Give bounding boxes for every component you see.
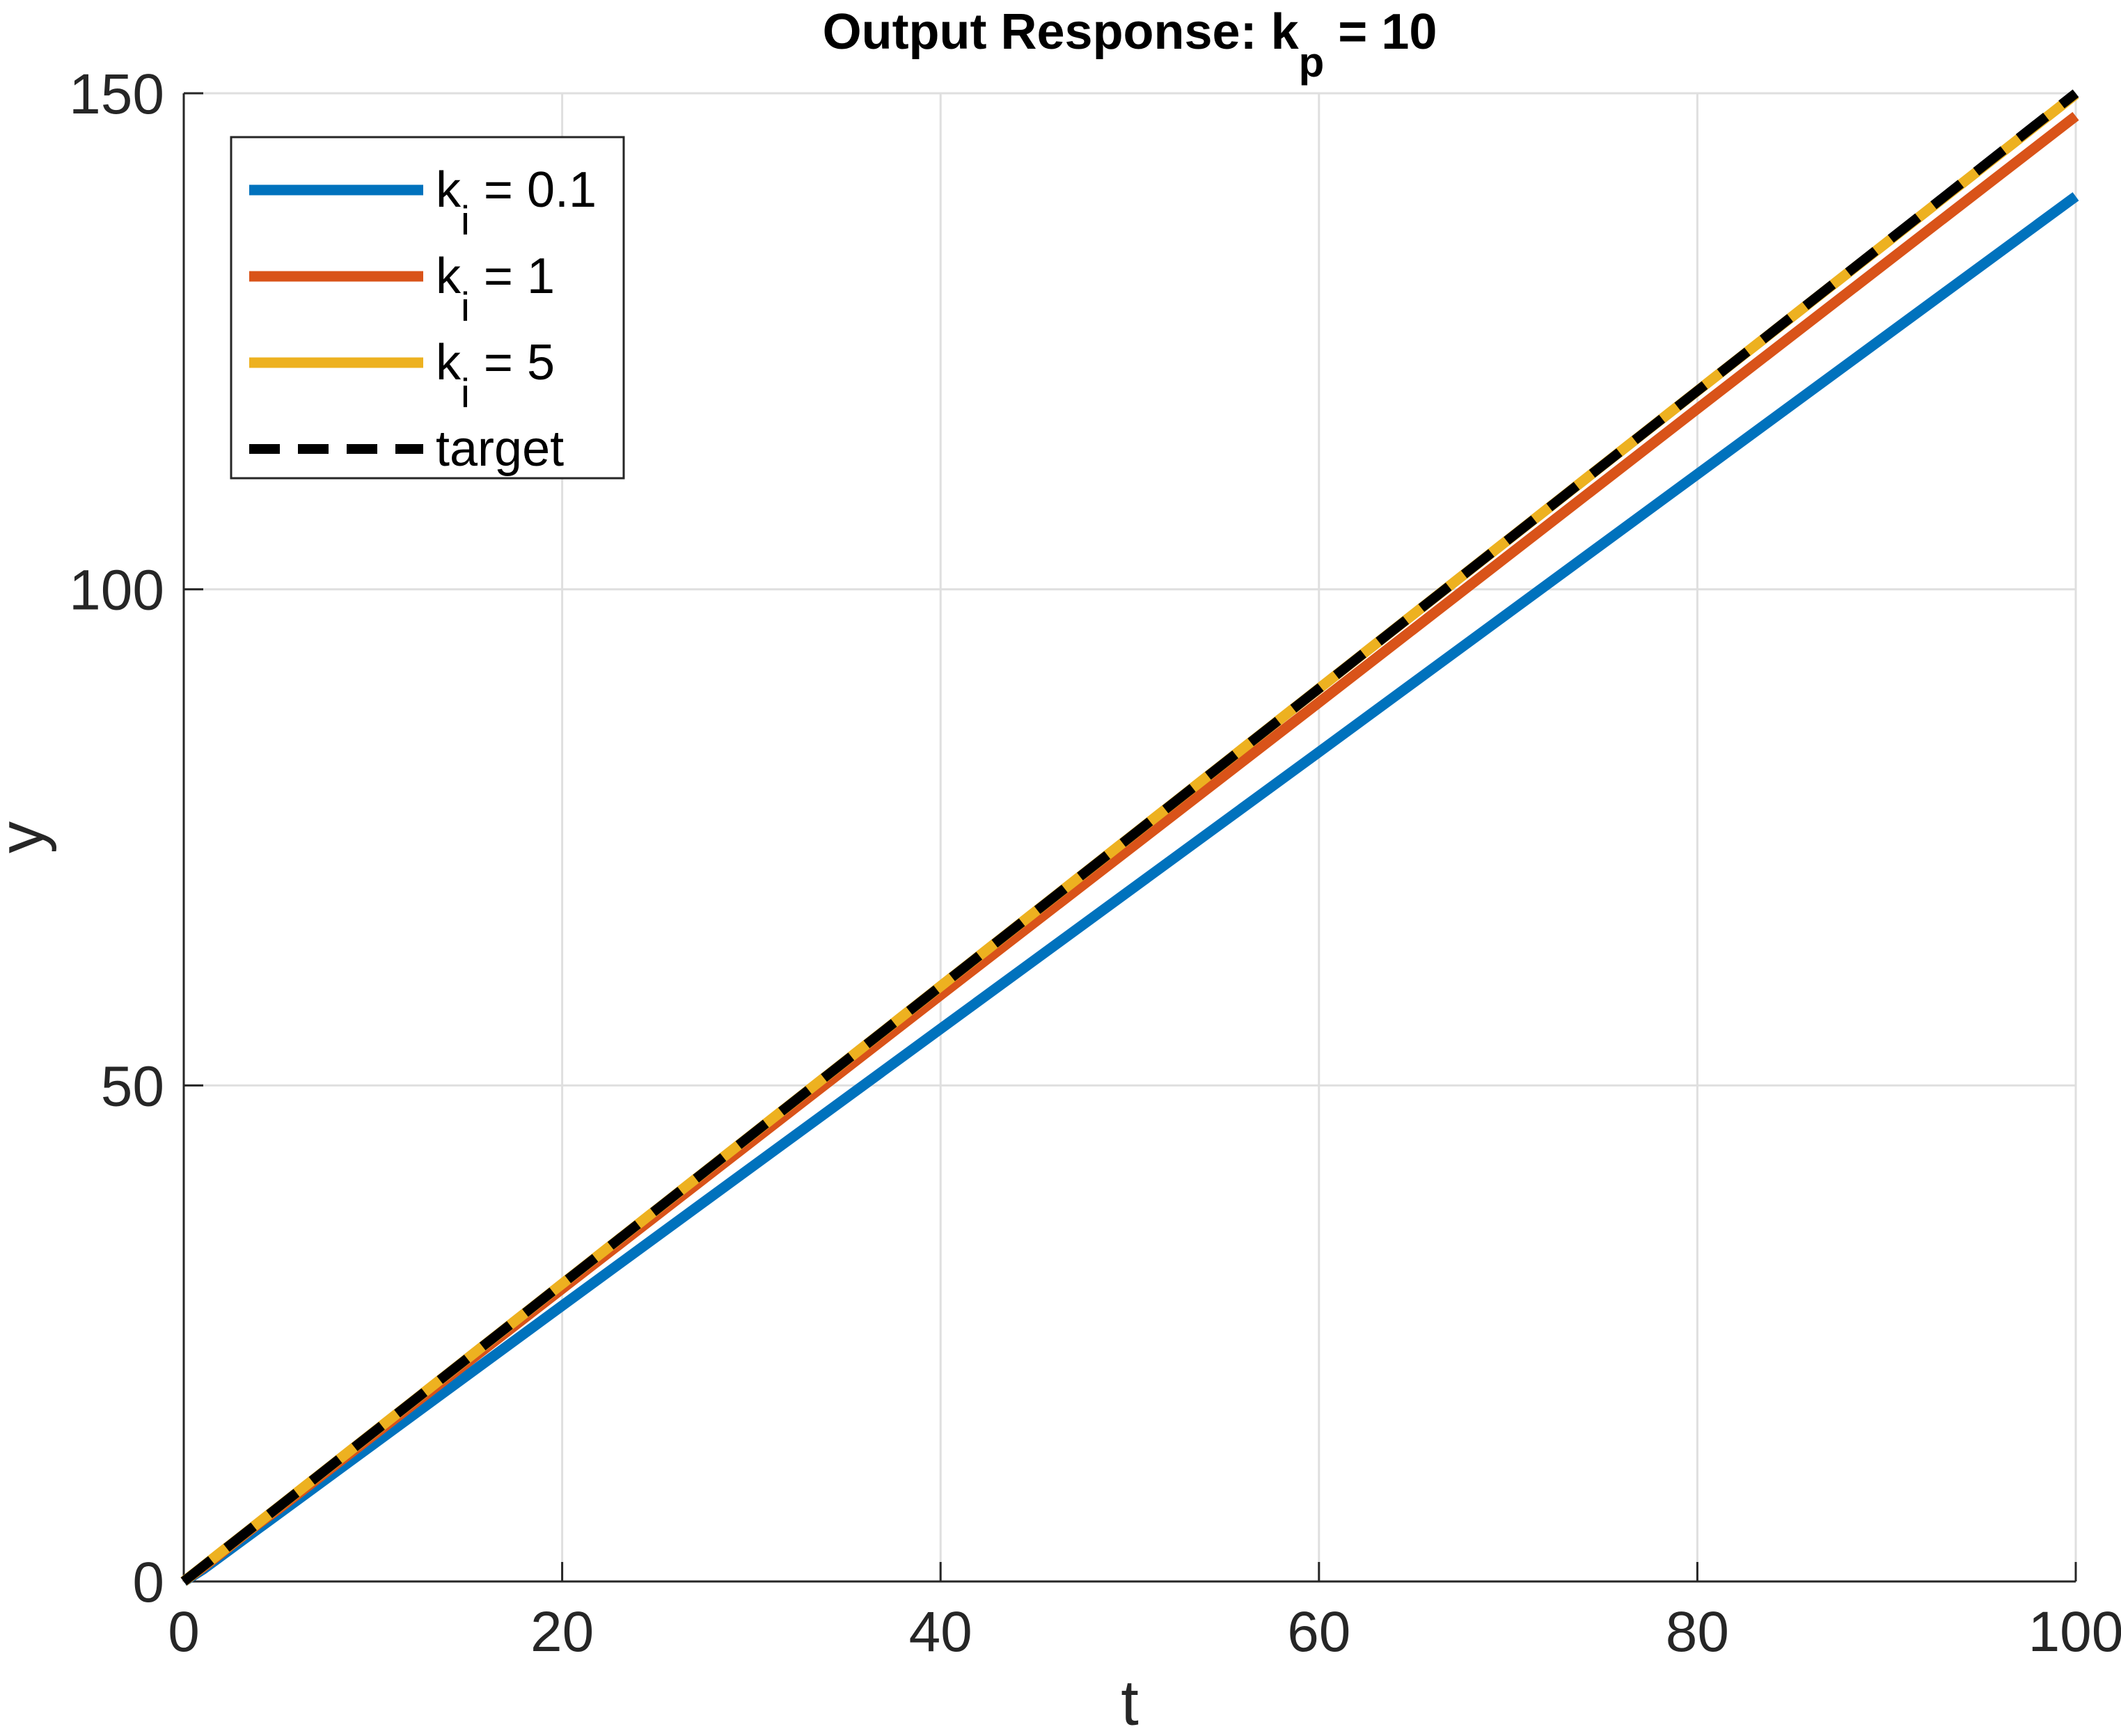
axes-frame <box>182 93 2076 1583</box>
legend-label-sub-0: i <box>461 198 470 244</box>
y-tick-label-0: 0 <box>132 1551 164 1614</box>
x-tick-label-5: 100 <box>2028 1600 2121 1664</box>
title-text: Output Response: kp = 10 <box>823 4 1437 86</box>
legend-label-rest-2: = 5 <box>470 335 555 390</box>
legend-label-0: ki = 0.1 <box>436 162 597 244</box>
x-axis-label: t <box>1121 1668 1139 1736</box>
legend-label-main-1: k <box>436 248 462 304</box>
x-tick-label-3: 60 <box>1287 1600 1350 1664</box>
legend-label-sub-2: i <box>461 371 470 416</box>
legend-label-rest-0: = 0.1 <box>470 162 597 218</box>
legend-label-2: ki = 5 <box>436 335 555 416</box>
title-rest: = 10 <box>1324 4 1437 60</box>
legend-label-3: target <box>436 421 564 477</box>
legend-label-rest-1: = 1 <box>470 248 555 304</box>
series-line-3 <box>180 89 2079 1586</box>
legend-label-1: ki = 1 <box>436 248 555 330</box>
chart-title: Output Response: kp = 10 <box>823 4 1437 86</box>
title-subscript: p <box>1299 39 1325 86</box>
y-axis-label: y <box>0 821 57 853</box>
ticks: 0 20 40 60 80 100 0 50 100 150 <box>69 63 2121 1664</box>
series-lines <box>180 89 2079 1586</box>
x-tick-label-2: 40 <box>909 1600 972 1664</box>
x-tick-label-4: 80 <box>1666 1600 1729 1664</box>
y-tick-label-1: 50 <box>101 1055 164 1118</box>
title-main: Output Response: k <box>823 4 1300 60</box>
y-tick-label-2: 100 <box>69 559 164 622</box>
x-tick-label-1: 20 <box>530 1600 594 1664</box>
legend-label-main-3: target <box>436 421 564 477</box>
legend-label-sub-1: i <box>461 285 470 330</box>
legend-label-main-0: k <box>436 162 462 218</box>
axis-labels: ty <box>0 821 1139 1736</box>
y-tick-label-3: 150 <box>69 63 164 126</box>
legend-label-main-2: k <box>436 335 462 390</box>
x-tick-label-0: 0 <box>168 1600 200 1664</box>
